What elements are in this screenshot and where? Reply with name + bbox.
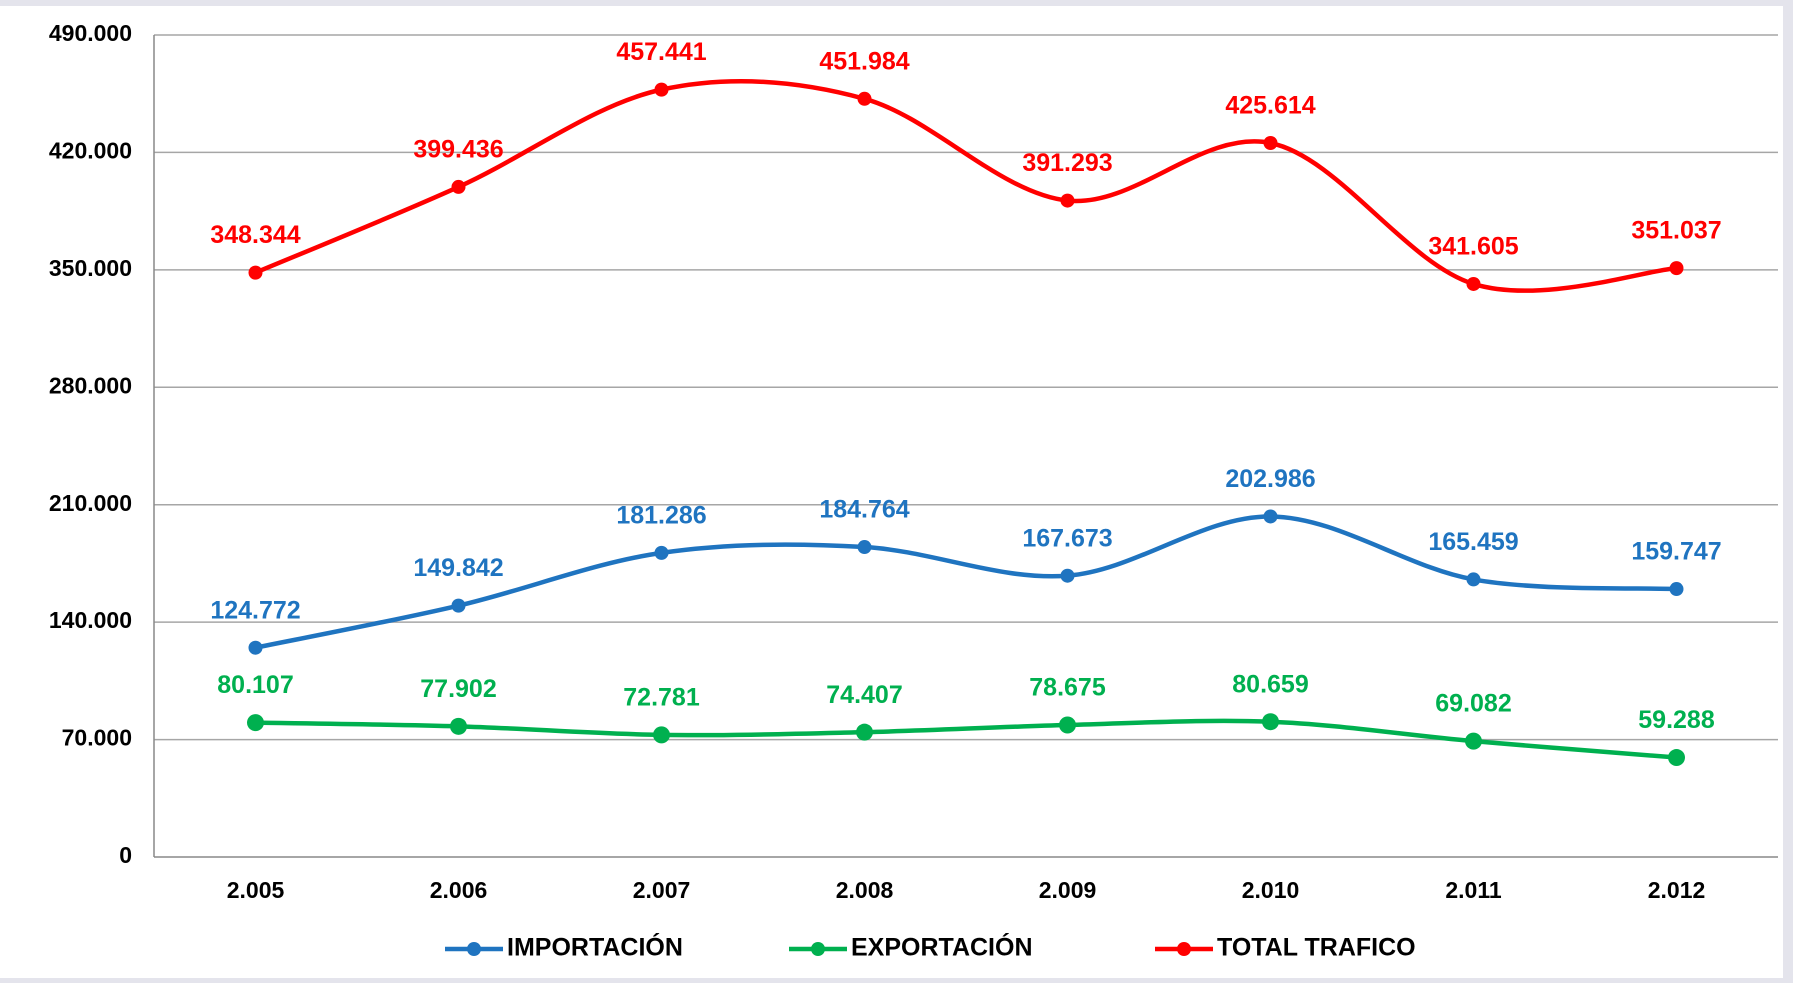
- data-label: 457.441: [616, 38, 706, 66]
- chart-area: [0, 6, 1783, 978]
- data-point: [1669, 261, 1684, 276]
- data-label: 78.675: [1029, 674, 1106, 702]
- legend-marker: [467, 942, 481, 956]
- data-point: [654, 545, 669, 560]
- y-tick-label: 350.000: [49, 255, 132, 281]
- x-tick-label: 2.012: [1648, 877, 1706, 903]
- data-point: [1668, 749, 1685, 767]
- data-point: [653, 726, 670, 744]
- legend-label: IMPORTACIÓN: [507, 932, 683, 962]
- data-label: 72.781: [623, 684, 700, 712]
- y-tick-label: 210.000: [49, 490, 132, 516]
- data-point: [248, 640, 263, 655]
- y-tick-label: 140.000: [49, 607, 132, 633]
- data-label: 425.614: [1225, 92, 1315, 120]
- data-label: 351.037: [1631, 217, 1721, 245]
- data-point: [248, 265, 263, 280]
- data-point: [450, 717, 467, 735]
- x-tick-label: 2.011: [1445, 877, 1501, 903]
- data-point: [1060, 568, 1075, 583]
- y-tick-label: 70.000: [62, 725, 132, 751]
- data-point: [1263, 509, 1278, 524]
- y-tick-label: 280.000: [49, 372, 132, 398]
- legend-marker: [1177, 942, 1191, 956]
- data-point: [856, 723, 873, 741]
- data-point: [857, 91, 872, 106]
- data-point: [1669, 582, 1684, 597]
- data-label: 391.293: [1022, 149, 1112, 177]
- y-tick-label: 420.000: [49, 138, 132, 164]
- series-line: [255, 514, 1677, 650]
- legend-label: EXPORTACIÓN: [851, 932, 1033, 962]
- data-point: [247, 714, 264, 732]
- data-label: 165.459: [1428, 528, 1518, 556]
- data-label: 77.902: [420, 675, 496, 703]
- data-label: 184.764: [819, 496, 909, 524]
- data-point: [1060, 193, 1075, 208]
- data-label: 80.659: [1232, 670, 1308, 698]
- data-point: [1059, 716, 1076, 734]
- x-tick-label: 2.007: [633, 877, 691, 903]
- data-point: [451, 179, 466, 194]
- data-label: 399.436: [413, 136, 503, 164]
- data-label: 181.286: [616, 501, 706, 529]
- series-line: [255, 718, 1677, 760]
- data-point: [451, 598, 466, 613]
- data-label: 69.082: [1435, 690, 1511, 718]
- x-tick-label: 2.006: [430, 877, 488, 903]
- x-tick-label: 2.008: [836, 877, 894, 903]
- y-tick-label: 490.000: [49, 20, 132, 46]
- x-tick-label: 2.010: [1242, 877, 1300, 903]
- data-label: 451.984: [819, 47, 909, 75]
- data-label: 149.842: [413, 554, 503, 582]
- data-point: [654, 82, 669, 97]
- data-point: [1263, 136, 1278, 151]
- data-point: [857, 540, 872, 555]
- data-label: 74.407: [826, 681, 902, 709]
- data-point: [1466, 572, 1481, 587]
- legend-marker: [811, 942, 825, 956]
- data-point: [1465, 732, 1482, 750]
- data-label: 124.772: [210, 596, 300, 624]
- y-tick-label: 0: [119, 842, 132, 868]
- x-tick-label: 2.009: [1039, 877, 1097, 903]
- x-tick-label: 2.005: [227, 877, 285, 903]
- data-label: 341.605: [1428, 233, 1518, 261]
- data-label: 202.986: [1225, 465, 1315, 493]
- legend-label: TOTAL TRAFICO: [1217, 934, 1416, 962]
- data-label: 80.107: [217, 671, 293, 699]
- data-point: [1262, 713, 1279, 731]
- data-label: 167.673: [1022, 524, 1112, 552]
- data-label: 159.747: [1631, 538, 1721, 566]
- data-point: [1466, 276, 1481, 291]
- series-line: [254, 78, 1677, 293]
- data-label: 348.344: [210, 221, 300, 249]
- data-label: 59.288: [1638, 706, 1715, 734]
